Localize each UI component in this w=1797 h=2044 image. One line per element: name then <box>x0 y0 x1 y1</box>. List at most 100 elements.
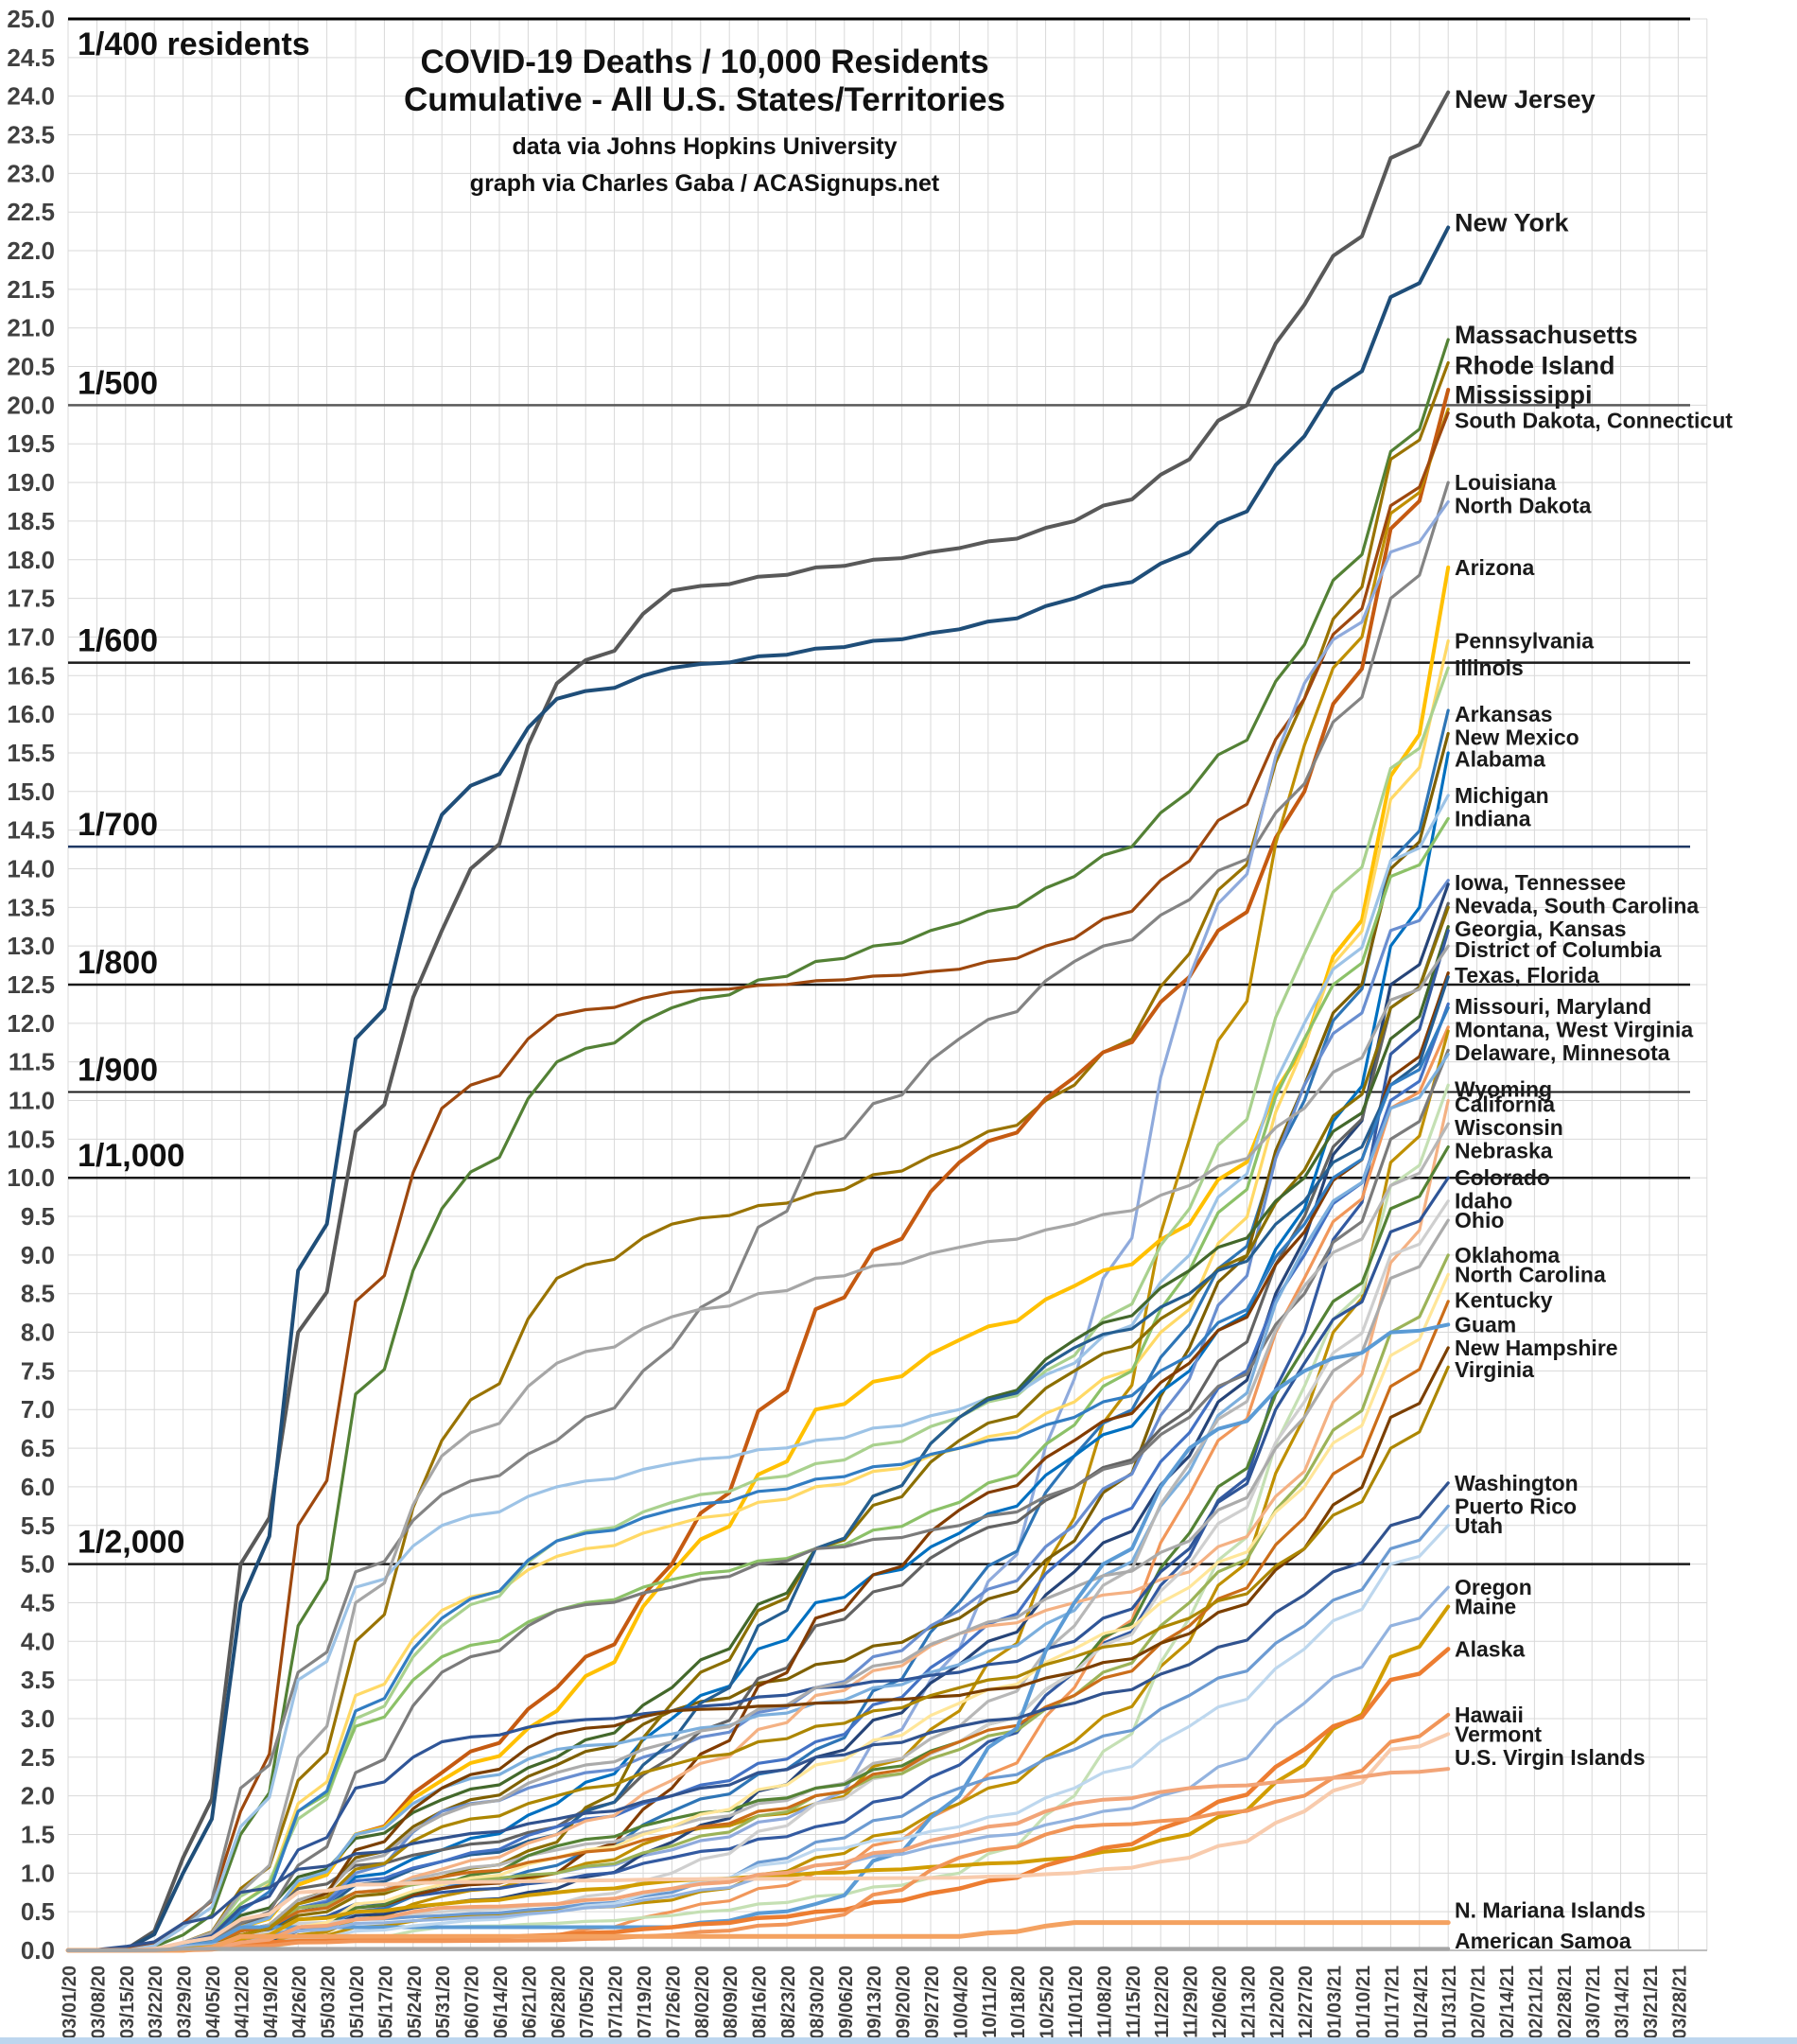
ratio-labels: 1/400 residents 1/500 1/600 1/700 1/800 1/900… <box>78 26 310 1561</box>
series-line-n-mariana-islands <box>65 1920 1451 1953</box>
ratio-label-1-600: 1/600 <box>78 623 158 659</box>
series-line-connecticut <box>66 411 1450 1952</box>
state-label-iowa-tennessee: Iowa, Tennessee <box>1455 870 1626 895</box>
state-label-north-dakota: North Dakota <box>1455 494 1592 518</box>
state-label-washington: Washington <box>1455 1471 1579 1495</box>
y-tick-label: 8.0 <box>21 1319 55 1347</box>
series-line-new-jersey <box>66 90 1451 1952</box>
y-tick-label: 12.0 <box>7 1009 55 1038</box>
x-tick-label: 11/29/20 <box>1181 1965 1202 2038</box>
x-tick-label: 11/08/20 <box>1094 1965 1115 2038</box>
y-tick-label: 4.5 <box>21 1588 55 1616</box>
y-tick-label: 18.5 <box>7 507 55 535</box>
y-tick-label: 10.5 <box>7 1125 55 1153</box>
x-tick-label: 05/17/20 <box>375 1965 396 2039</box>
x-tick-label: 03/15/20 <box>117 1965 138 2039</box>
series-line-louisiana <box>66 480 1450 1952</box>
y-tick-label: 9.5 <box>21 1202 55 1231</box>
state-label-utah: Utah <box>1455 1513 1503 1538</box>
state-label-colorado: Colorado <box>1455 1165 1550 1190</box>
state-label-virginia: Virginia <box>1455 1357 1534 1382</box>
y-tick-label: 13.0 <box>7 932 55 960</box>
state-label-puerto-rico: Puerto Rico <box>1455 1494 1577 1518</box>
series-line-arizona <box>66 565 1451 1952</box>
state-label-indiana: Indiana <box>1455 806 1531 830</box>
x-tick-label: 11/22/20 <box>1152 1965 1173 2038</box>
x-tick-label: 09/20/20 <box>894 1965 915 2039</box>
x-tick-label: 01/03/21 <box>1325 1965 1346 2039</box>
x-tick-label: 05/31/20 <box>433 1965 454 2039</box>
y-tick-label: 9.0 <box>21 1241 55 1269</box>
ratio-label-1-700: 1/700 <box>78 807 158 843</box>
state-label-american-samoa: American Samoa <box>1455 1929 1631 1953</box>
y-tick-label: 6.5 <box>21 1434 55 1462</box>
y-tick-label: 20.0 <box>7 391 55 419</box>
y-tick-label: 24.0 <box>7 82 55 111</box>
state-label-south-dakota-connecticut: South Dakota, Connecticut <box>1455 409 1733 433</box>
series-line-maryland <box>66 1005 1450 1952</box>
ratio-label-1-2-000: 1/2,000 <box>78 1525 184 1561</box>
x-tick-label: 01/24/21 <box>1411 1965 1432 2039</box>
state-label-idaho: Idaho <box>1455 1189 1512 1214</box>
x-tick-label: 04/19/20 <box>261 1965 282 2039</box>
y-tick-label: 15.0 <box>7 777 55 806</box>
state-label-missouri-maryland: Missouri, Maryland <box>1455 994 1651 1019</box>
y-tick-label: 5.0 <box>21 1550 55 1579</box>
state-label-vermont: Vermont <box>1455 1721 1542 1746</box>
x-tick-label: 11/01/20 <box>1066 1965 1087 2038</box>
y-tick-label: 5.5 <box>21 1511 55 1540</box>
x-tick-label: 08/16/20 <box>750 1965 771 2039</box>
x-tick-label: 08/23/20 <box>778 1965 799 2039</box>
y-tick-label: 2.0 <box>21 1782 55 1810</box>
y-tick-label: 0.5 <box>21 1897 55 1926</box>
y-tick-label: 3.0 <box>21 1704 55 1733</box>
x-tick-label: 03/08/20 <box>88 1965 109 2039</box>
y-tick-label: 3.5 <box>21 1666 55 1694</box>
x-tick-label: 03/29/20 <box>175 1965 196 2039</box>
x-tick-label: 04/05/20 <box>203 1965 224 2039</box>
x-tick-label: 03/01/20 <box>60 1965 80 2039</box>
state-label-massachusetts: Massachusetts <box>1455 321 1638 349</box>
x-tick-label: 07/26/20 <box>663 1965 684 2039</box>
x-axis-labels: 03/01/20 03/08/20 03/15/20 03/22/20 03/29/20… <box>60 1965 1690 2039</box>
ratio-label-1-1-000: 1/1,000 <box>78 1138 184 1174</box>
x-tick-label: 10/18/20 <box>1008 1965 1029 2039</box>
state-label-georgia-kansas: Georgia, Kansas <box>1455 917 1627 941</box>
x-tick-label: 12/13/20 <box>1238 1965 1259 2039</box>
x-tick-label: 05/24/20 <box>405 1965 426 2039</box>
x-tick-label: 06/07/20 <box>462 1965 483 2039</box>
series-line-hawaii <box>66 1712 1451 1952</box>
state-label-wyoming: Wyoming <box>1455 1076 1552 1101</box>
x-tick-label: 07/05/20 <box>577 1965 598 2039</box>
state-label-mississippi: Mississippi <box>1455 381 1593 410</box>
x-tick-label: 03/14/21 <box>1613 1965 1633 2039</box>
y-tick-label: 6.0 <box>21 1473 55 1501</box>
state-label-arkansas: Arkansas <box>1455 702 1553 726</box>
x-tick-label: 12/20/20 <box>1267 1965 1288 2039</box>
state-label-kentucky: Kentucky <box>1455 1287 1553 1312</box>
y-tick-label: 11.0 <box>9 1087 55 1115</box>
series-line-virginia <box>66 1365 1450 1952</box>
state-label-rhode-island: Rhode Island <box>1455 352 1615 380</box>
y-tick-label: 25.0 <box>7 5 55 33</box>
y-tick-label: 8.5 <box>21 1280 55 1308</box>
x-tick-label: 09/27/20 <box>922 1965 943 2039</box>
series-line-district-of-columbia <box>66 944 1450 1952</box>
chart-title-block: COVID-19 Deaths / 10,000 Residents Cumul… <box>312 44 1097 198</box>
state-label-texas-florida: Texas, Florida <box>1455 963 1599 987</box>
series-line-minnesota <box>66 1052 1450 1952</box>
series-line-kentucky <box>66 1300 1450 1952</box>
x-tick-label: 12/27/20 <box>1296 1965 1317 2039</box>
series-line-u-s-virgin-islands <box>66 1767 1451 1952</box>
series-line-ohio <box>66 1218 1450 1952</box>
x-tick-label: 04/26/20 <box>289 1965 310 2039</box>
x-tick-label: 03/22/20 <box>146 1965 166 2039</box>
y-tick-label: 22.0 <box>7 236 55 265</box>
state-label-guam: Guam <box>1455 1312 1516 1336</box>
y-tick-label: 12.5 <box>7 970 55 999</box>
state-label-alabama: Alabama <box>1455 746 1545 771</box>
x-tick-label: 10/11/20 <box>980 1965 1001 2038</box>
state-label-nevada-south-carolina: Nevada, South Carolina <box>1455 894 1699 918</box>
y-tick-label: 16.0 <box>7 700 55 728</box>
